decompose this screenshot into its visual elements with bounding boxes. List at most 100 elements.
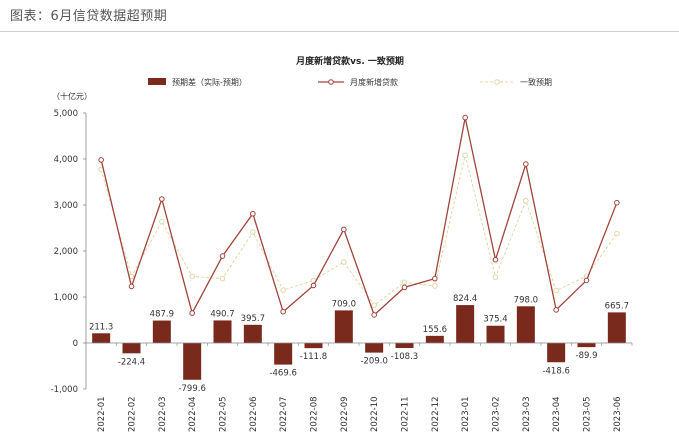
bar: [486, 325, 505, 343]
x-tick-label: 2022-01: [97, 396, 107, 432]
actual-loans-point: [98, 157, 104, 163]
y-tick-label: -1,000: [51, 385, 78, 395]
bar: [152, 320, 171, 343]
figure-title: 图表：6月信贷数据超预期: [10, 9, 168, 24]
x-axis: 2022-01 2022-02 2022-03 2022-04 2022-05 2022-…: [86, 342, 633, 432]
x-tick-label: 2022-07: [279, 396, 289, 432]
actual-loans-point: [189, 310, 195, 316]
x-tick-label: 2022-02: [128, 396, 138, 432]
bar: [213, 320, 232, 343]
actual-loans-point: [341, 226, 347, 233]
consensus-point: [401, 279, 408, 286]
x-tick-label: 2022-05: [219, 396, 229, 432]
bar-value-label: -418.6: [542, 366, 569, 376]
bar-value-label: -224.4: [118, 357, 145, 367]
y-tick-label: 5,000: [54, 109, 78, 119]
bar: [577, 343, 596, 348]
bar: [92, 333, 111, 343]
bar-value-label: 375.4: [483, 315, 507, 325]
actual-loans-point: [492, 256, 499, 263]
consensus-point: [523, 198, 529, 204]
bar: [395, 343, 414, 348]
y-tick-label: 3,000: [54, 201, 78, 211]
bar: [183, 343, 202, 380]
consensus-point: [492, 274, 499, 281]
x-tick-label: 2022-09: [340, 396, 350, 432]
consensus-point: [462, 152, 468, 159]
actual-loans-point: [553, 307, 559, 313]
bar-value-label: 798.0: [514, 295, 538, 305]
actual-loans-point: [250, 210, 256, 217]
consensus-point: [219, 275, 226, 282]
bar: [304, 343, 323, 349]
x-tick-label: 2023-03: [522, 396, 532, 432]
chart-title: 月度新增贷款vs. 一致预期: [295, 55, 404, 67]
legend-label: 预期差（实际-预期）: [172, 77, 247, 87]
consensus-point: [250, 229, 256, 235]
legend-label: 月度新增贷款: [350, 77, 398, 87]
bar-value-label: -108.3: [391, 352, 418, 362]
bar-value-label: 395.7: [241, 314, 265, 324]
actual-loans-point: [614, 199, 620, 206]
actual-loans-point: [128, 283, 135, 290]
bar: [243, 324, 262, 343]
x-tick-label: 2022-10: [370, 396, 380, 432]
bar-value-label: 211.3: [89, 322, 113, 332]
y-axis: 5,000 4,000 3,000 2,000 1,000 0 -1,000: [51, 109, 87, 395]
actual-loans-point: [280, 308, 286, 315]
bar-value-label: 487.9: [150, 310, 174, 320]
x-tick-label: 2023-06: [613, 396, 623, 432]
consensus-point: [371, 302, 377, 309]
x-tick-label: 2023-05: [583, 396, 593, 432]
legend-swatch-marker: [494, 79, 500, 85]
y-tick-label: 2,000: [54, 247, 78, 257]
consensus-point: [280, 287, 286, 293]
x-tick-label: 2023-04: [552, 396, 562, 432]
bar: [607, 312, 626, 343]
x-tick-label: 2022-06: [249, 396, 259, 432]
actual-loans-point: [159, 196, 165, 202]
bar: [334, 310, 353, 343]
bar: [425, 335, 444, 343]
consensus-point: [432, 283, 438, 289]
bar-value-label: -89.9: [576, 351, 598, 361]
actual-loans-point: [310, 282, 317, 289]
legend-label: 一致预期: [520, 77, 552, 87]
y-axis-unit-label: （十亿元）: [52, 91, 92, 101]
title-divider: [0, 31, 679, 32]
consensus-point: [614, 230, 620, 237]
legend: 预期差（实际-预期） 月度新增贷款 一致预期: [148, 77, 552, 87]
actual-loans-point: [219, 253, 226, 259]
bar: [516, 306, 535, 343]
legend-swatch-marker: [328, 79, 334, 85]
x-tick-label: 2023-02: [492, 396, 502, 432]
bar-value-label: 155.6: [423, 325, 447, 335]
bar-value-label: -111.8: [300, 352, 327, 362]
x-tick-label: 2022-03: [158, 396, 168, 432]
bar: [456, 305, 475, 343]
y-tick-label: 4,000: [54, 155, 78, 165]
bar-value-label: 824.4: [453, 294, 477, 304]
bar-data-labels: 211.3 -224.4 487.9 -799.6 490.7 395.7 -469.6 -1…: [89, 294, 629, 394]
consensus-point: [553, 287, 559, 294]
bar-value-label: -209.0: [360, 357, 387, 367]
bar-value-label: 665.7: [605, 301, 629, 311]
bar-value-label: -469.6: [269, 369, 296, 379]
actual-loans-point: [432, 275, 438, 282]
x-tick-label: 2022-08: [310, 396, 320, 432]
actual-loans-point: [462, 114, 468, 121]
actual-loans-point: [583, 277, 590, 284]
y-tick-label: 0: [73, 339, 78, 349]
consensus-point: [341, 259, 347, 265]
actual-loans-point: [371, 312, 377, 318]
actual-loans-point: [523, 161, 529, 167]
bar: [274, 343, 293, 365]
bar-value-label: -799.6: [178, 384, 205, 394]
actual-loans-line: [100, 117, 618, 317]
y-tick-label: 1,000: [54, 293, 78, 303]
x-tick-label: 2023-01: [461, 396, 471, 432]
consensus-line: [100, 155, 618, 306]
bar: [365, 343, 384, 353]
bar-value-label: 709.0: [332, 299, 356, 309]
